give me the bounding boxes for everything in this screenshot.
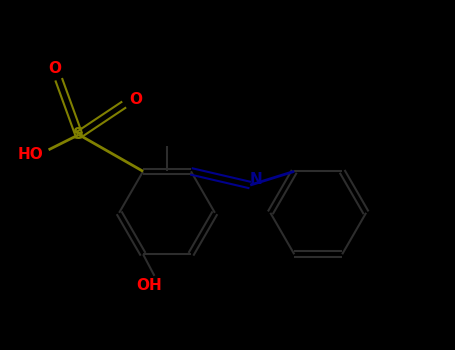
Text: O: O [48, 61, 61, 76]
Text: O: O [129, 92, 142, 107]
Text: HO: HO [18, 147, 44, 162]
Text: OH: OH [136, 278, 162, 293]
Text: S: S [73, 127, 84, 142]
Text: N: N [250, 172, 263, 187]
